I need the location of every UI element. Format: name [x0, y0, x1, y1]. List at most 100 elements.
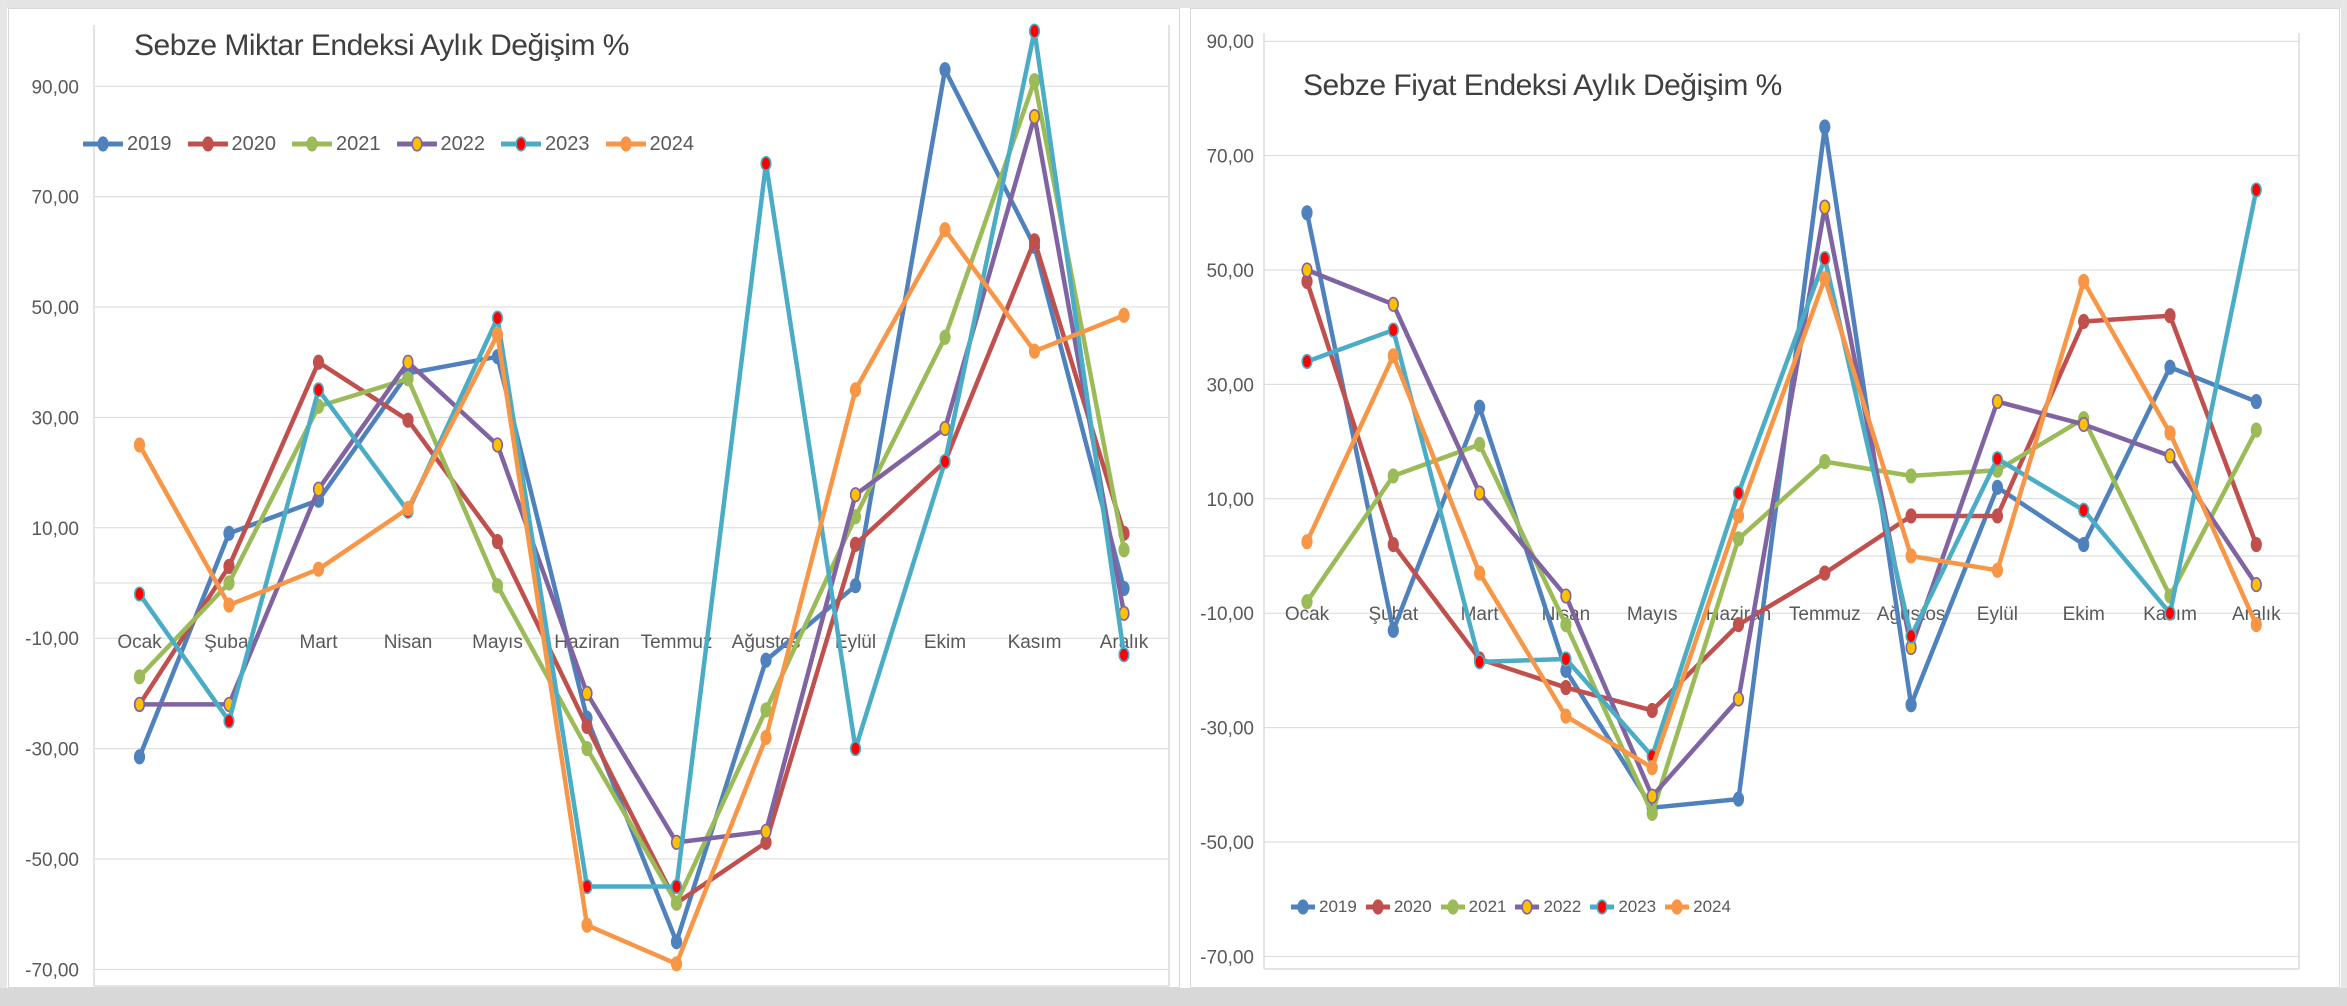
legend-marker-icon: [1440, 899, 1465, 915]
chart-panel-price-index[interactable]: 90,00 70,00 50,00 30,00 10,00 -10,00 -30,00 -50…: [1190, 8, 2340, 988]
series-line-2024: [137, 227, 1127, 967]
x-axis-label: Temmuz: [1789, 604, 1861, 625]
data-point-2023: [1118, 647, 1130, 663]
data-point-2021: [1905, 468, 1917, 484]
y-axis-label: -10,00: [1200, 604, 1254, 625]
data-point-2022: [1028, 109, 1041, 125]
legend-item-2021: 2021: [1440, 895, 1507, 919]
data-point-2023: [1905, 628, 1917, 644]
page-edge-left: [0, 0, 7, 1006]
data-point-2022: [1301, 262, 1313, 278]
data-point-2020: [402, 412, 414, 428]
data-point-2024: [1118, 307, 1130, 323]
legend-item-2024: 2024: [605, 132, 694, 156]
legend-point: [1372, 899, 1384, 915]
data-point-2020: [223, 558, 235, 575]
y-axis-label: 10,00: [31, 519, 79, 540]
data-point-2023: [2250, 182, 2262, 198]
data-point-2021: [1118, 542, 1130, 558]
y-axis-label: 70,00: [31, 188, 79, 209]
y-axis-label: 10,00: [1206, 490, 1254, 511]
data-point-2019: [849, 578, 862, 594]
data-point-2024: [312, 561, 325, 577]
legend-label: 2020: [231, 132, 277, 155]
legend-item-2020: 2020: [187, 132, 277, 156]
chart-title: Sebze Miktar Endeksi Aylık Değişim %: [134, 29, 629, 62]
data-point-2022: [760, 823, 772, 839]
data-point-2021: [133, 669, 146, 685]
legend-marker-icon: [605, 136, 646, 152]
data-point-2023: [491, 310, 504, 326]
data-point-2019: [133, 749, 146, 765]
data-point-2024: [1646, 760, 1658, 776]
legend-label: 2022: [1543, 897, 1582, 916]
series-line-2020: [137, 238, 1127, 906]
data-point-2021: [1387, 468, 1399, 484]
y-axis-label: -70,00: [25, 960, 79, 981]
legend-point: [1297, 899, 1309, 915]
data-point-2019: [1819, 119, 1831, 135]
legend-label: 2021: [1468, 897, 1507, 916]
series-line-2022: [1304, 204, 2259, 799]
x-axis-label: Ağustos: [1877, 604, 1946, 625]
data-point-2022: [939, 420, 951, 437]
x-axis-label: Şubat: [204, 632, 254, 653]
data-point-2021: [402, 371, 414, 387]
legend-item-2022: 2022: [1515, 895, 1581, 919]
data-point-2023: [939, 453, 951, 470]
series-line-2023: [137, 28, 1127, 889]
data-point-2021: [939, 329, 951, 346]
data-point-2024: [1028, 343, 1041, 359]
data-point-2022: [402, 354, 414, 370]
data-point-2020: [581, 718, 593, 735]
data-point-2019: [1387, 622, 1399, 638]
data-point-2023: [849, 740, 862, 757]
y-axis-label: 50,00: [1206, 261, 1254, 282]
data-point-2019: [2250, 393, 2262, 410]
data-point-2021: [760, 702, 772, 718]
data-point-2023: [1028, 23, 1041, 39]
data-point-2022: [312, 481, 325, 497]
x-axis-label: Temmuz: [641, 632, 713, 653]
data-point-2024: [849, 382, 862, 398]
data-point-2020: [2078, 313, 2090, 330]
data-point-2023: [223, 713, 235, 729]
chart-panel-quantity-index[interactable]: 90,00 70,00 50,00 30,00 10,00 -10,00 -30,00 -50…: [8, 8, 1180, 988]
legend-marker-icon: [1365, 899, 1390, 915]
data-point-2021: [1301, 594, 1313, 610]
series-line-2019: [1304, 124, 2259, 810]
data-point-2019: [1905, 697, 1917, 713]
legend-item-2019: 2019: [83, 132, 172, 156]
data-point-2024: [2078, 273, 2090, 290]
data-point-2022: [1991, 393, 2004, 410]
data-point-2024: [1387, 348, 1399, 364]
page-edge-bottom: [0, 988, 2347, 1006]
data-point-2022: [2250, 576, 2262, 593]
quantity-index-line-plot: 90,00 70,00 50,00 30,00 10,00 -10,00 -30,00 -50…: [25, 23, 1170, 987]
data-point-2019: [760, 652, 772, 668]
data-point-2020: [1991, 508, 2004, 524]
data-point-2021: [581, 740, 593, 757]
legend-label: 2020: [1393, 897, 1432, 916]
x-axis-label: Şubat: [1368, 604, 1418, 625]
page-edge-right: [2341, 0, 2347, 1006]
legend-marker-icon: [1515, 899, 1540, 915]
legend: 2019 2020 2021 2022 2023 2024: [83, 132, 694, 156]
legend-item-2022: 2022: [396, 132, 485, 156]
y-axis-label: 50,00: [31, 298, 79, 319]
data-point-2019: [1991, 479, 2004, 495]
y-axis-label: 70,00: [1206, 147, 1254, 168]
legend-marker-icon: [187, 136, 228, 152]
series-line-2021: [1304, 416, 2259, 816]
x-axis-label: Ekim: [2063, 604, 2105, 625]
legend-item-2021: 2021: [292, 132, 381, 156]
data-point-2022: [491, 437, 504, 453]
data-point-2023: [2164, 605, 2176, 621]
legend-label: 2023: [1618, 897, 1657, 916]
legend-marker-icon: [292, 136, 332, 152]
data-point-2021: [1028, 73, 1041, 89]
legend-label: 2024: [1693, 897, 1731, 916]
y-axis-label: -30,00: [1200, 719, 1254, 740]
x-axis-label: Aralık: [2232, 604, 2281, 625]
data-point-2024: [133, 437, 146, 453]
